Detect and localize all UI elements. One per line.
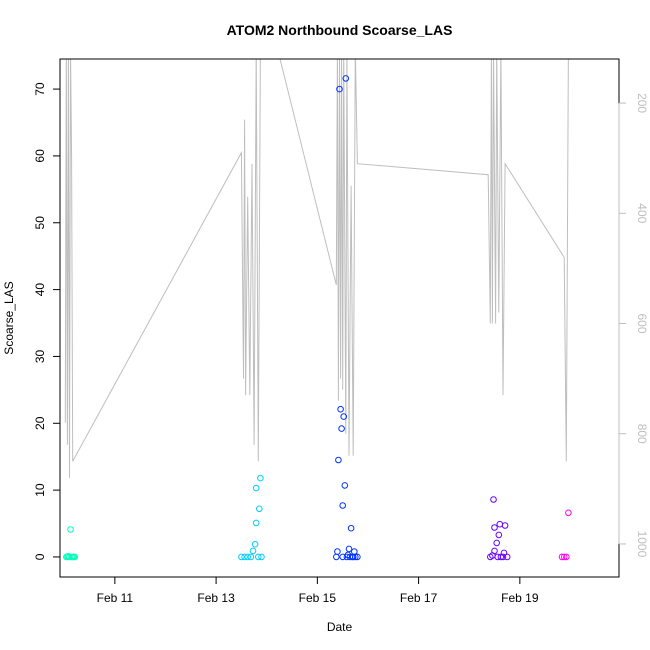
data-point <box>71 553 79 561</box>
data-point <box>501 522 509 529</box>
secondary-tick-label: 1000 <box>635 531 649 558</box>
data-point <box>335 456 342 464</box>
secondary-tick-label: 400 <box>635 203 649 223</box>
data-point <box>354 553 361 561</box>
data-point <box>252 484 260 492</box>
x-tick-label: Feb 17 <box>400 591 438 605</box>
y-tick-label: 60 <box>33 149 47 163</box>
data-point <box>503 553 511 561</box>
data-point <box>342 75 350 82</box>
data-point <box>345 545 353 553</box>
data-point <box>351 548 358 555</box>
depth-line-layer <box>64 59 569 478</box>
data-point <box>254 553 262 561</box>
data-point <box>496 520 504 528</box>
points-layer <box>63 75 572 561</box>
data-point <box>257 474 264 482</box>
y-tick-label: 70 <box>33 82 47 96</box>
x-tick-label: Feb 19 <box>501 591 539 605</box>
data-point <box>558 553 566 561</box>
data-point <box>247 553 255 561</box>
depth-line <box>64 59 569 478</box>
data-point <box>334 548 341 555</box>
secondary-y-axis: 200 400 600 800 1000 <box>618 93 649 558</box>
x-tick-label: Feb 11 <box>97 591 134 605</box>
data-point <box>497 553 505 561</box>
data-point <box>256 505 263 513</box>
data-point <box>565 509 572 517</box>
secondary-tick-label: 800 <box>635 424 649 444</box>
data-point <box>352 553 359 561</box>
data-point <box>491 547 498 555</box>
y-tick-label: 30 <box>33 349 47 363</box>
data-point <box>563 553 570 561</box>
data-point <box>244 553 251 561</box>
data-point <box>495 531 503 539</box>
data-point <box>336 85 343 93</box>
data-point <box>490 496 497 503</box>
data-point <box>500 549 508 557</box>
x-axis: Feb 11 Feb 13 Feb 15 Feb 17 Feb 19 <box>97 576 539 605</box>
data-point <box>238 553 245 561</box>
data-point <box>560 553 568 561</box>
data-point <box>499 553 507 561</box>
y-tick-label: 10 <box>33 483 47 497</box>
x-axis-label: Date <box>327 620 353 634</box>
data-point <box>67 526 74 533</box>
data-point <box>251 540 259 548</box>
y-tick-label: 40 <box>33 283 47 297</box>
y-axis-label: Scoarse_LAS <box>2 281 16 354</box>
y-axis: 0 10 20 30 40 50 60 70 <box>33 82 61 560</box>
data-point <box>491 524 498 531</box>
chart-title: ATOM2 Northbound Scoarse_LAS <box>227 22 453 38</box>
data-point <box>258 553 265 561</box>
secondary-tick-label: 200 <box>635 93 649 113</box>
data-point <box>339 502 347 509</box>
data-point <box>333 553 340 561</box>
y-tick-label: 0 <box>33 553 47 560</box>
secondary-tick-label: 600 <box>635 313 649 333</box>
data-point <box>338 425 345 432</box>
y-tick-label: 50 <box>33 216 47 230</box>
data-point <box>493 539 501 547</box>
y-tick-label: 20 <box>33 416 47 430</box>
data-point <box>252 519 260 527</box>
data-point <box>341 482 349 489</box>
data-point <box>340 413 348 420</box>
data-point <box>347 524 355 532</box>
data-point <box>337 405 344 413</box>
data-point <box>241 553 248 561</box>
data-point <box>249 547 257 555</box>
x-tick-label: Feb 13 <box>197 591 235 605</box>
x-tick-label: Feb 15 <box>299 591 337 605</box>
